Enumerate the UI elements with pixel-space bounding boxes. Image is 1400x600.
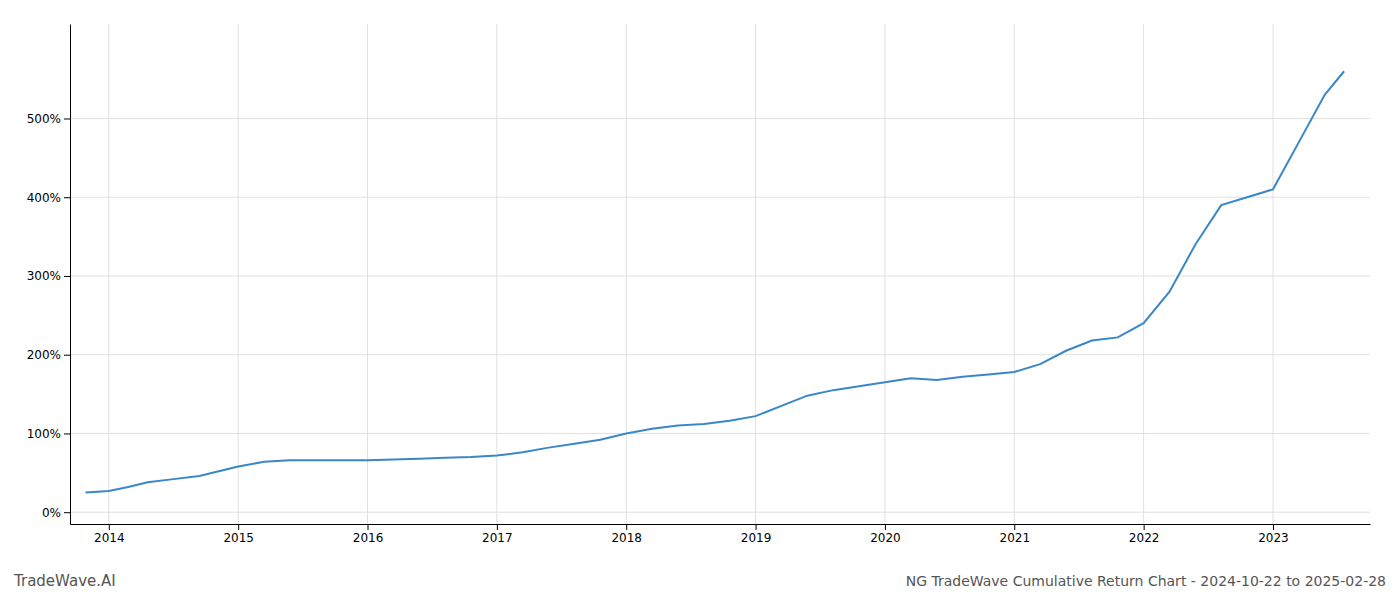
x-grid-line: [626, 24, 627, 524]
x-grid-line: [1014, 24, 1015, 524]
y-grid-line: [70, 197, 1370, 198]
x-tick-label: 2015: [223, 531, 254, 545]
plot: 2014 2015 2016 2017 2018 2019 2020 2021 2022 2023…: [27, 24, 1371, 545]
watermark: TradeWave.AI: [13, 572, 116, 590]
y-tick-label: 200%: [27, 348, 61, 362]
x-tick-mark: [1144, 524, 1145, 530]
x-tick-label: 2022: [1129, 531, 1160, 545]
x-tick-mark: [885, 524, 886, 530]
y-grid-line: [70, 354, 1370, 355]
x-tick-mark: [626, 524, 627, 530]
y-tick: 200%: [27, 348, 70, 362]
x-tick: 2017: [482, 524, 513, 545]
y-tick: 400%: [27, 191, 70, 205]
y-tick-mark: [64, 118, 70, 119]
x-grid-line: [1272, 24, 1273, 524]
y-axis: 0% 100% 200% 300% 400% 500%: [27, 25, 71, 525]
x-tick: 2016: [353, 524, 384, 545]
x-axis-line: [71, 524, 1371, 525]
x-grid-line: [884, 24, 885, 524]
grid: [70, 24, 1370, 524]
x-tick-label: 2020: [870, 531, 901, 545]
y-tick: 100%: [27, 427, 70, 441]
x-tick-mark: [1014, 524, 1015, 530]
x-tick-mark: [1273, 524, 1274, 530]
x-tick-label: 2016: [353, 531, 384, 545]
y-tick: 0%: [42, 506, 70, 520]
line: [86, 71, 1345, 492]
y-grid-line: [70, 275, 1370, 276]
y-grid-line: [70, 512, 1370, 513]
x-tick: 2014: [94, 524, 125, 545]
y-grid-line: [70, 118, 1370, 119]
x-tick-mark: [368, 524, 369, 530]
y-tick-mark: [64, 433, 70, 434]
y-tick-label: 100%: [27, 427, 61, 441]
x-grid-line: [367, 24, 368, 524]
y-tick-label: 0%: [42, 506, 61, 520]
y-tick-mark: [64, 355, 70, 356]
marks: [86, 71, 1345, 492]
x-grid-line: [496, 24, 497, 524]
x-tick-mark: [109, 524, 110, 530]
x-tick-mark: [497, 524, 498, 530]
x-grid-line: [108, 24, 109, 524]
x-tick: 2022: [1129, 524, 1160, 545]
y-tick: 300%: [27, 269, 70, 283]
x-tick: 2023: [1258, 524, 1289, 545]
y-tick: 500%: [27, 112, 70, 126]
x-tick-label: 2017: [482, 531, 513, 545]
y-tick-mark: [64, 512, 70, 513]
y-grid-line: [70, 433, 1370, 434]
y-tick-label: 300%: [27, 269, 61, 283]
x-tick-mark: [238, 524, 239, 530]
x-tick-label: 2014: [94, 531, 125, 545]
y-axis-line: [70, 25, 71, 525]
y-tick-label: 400%: [27, 191, 61, 205]
x-tick: 2021: [1000, 524, 1031, 545]
x-tick: 2015: [223, 524, 254, 545]
y-tick-mark: [64, 276, 70, 277]
x-tick-label: 2023: [1258, 531, 1289, 545]
x-tick: 2020: [870, 524, 901, 545]
x-tick-mark: [756, 524, 757, 530]
x-grid-line: [755, 24, 756, 524]
x-tick: 2019: [741, 524, 772, 545]
chart: 2014 2015 2016 2017 2018 2019 2020 2021 2022 2023…: [0, 0, 1400, 600]
y-tick-mark: [64, 197, 70, 198]
x-tick: 2018: [611, 524, 642, 545]
x-tick-label: 2021: [1000, 531, 1031, 545]
x-grid-line: [238, 24, 239, 524]
y-tick-label: 500%: [27, 112, 61, 126]
x-grid-line: [1143, 24, 1144, 524]
title: NG TradeWave Cumulative Return Chart - 2…: [906, 573, 1386, 589]
x-axis: 2014 2015 2016 2017 2018 2019 2020 2021 2022 2023: [71, 524, 1371, 545]
x-tick-label: 2019: [741, 531, 772, 545]
x-tick-label: 2018: [611, 531, 642, 545]
